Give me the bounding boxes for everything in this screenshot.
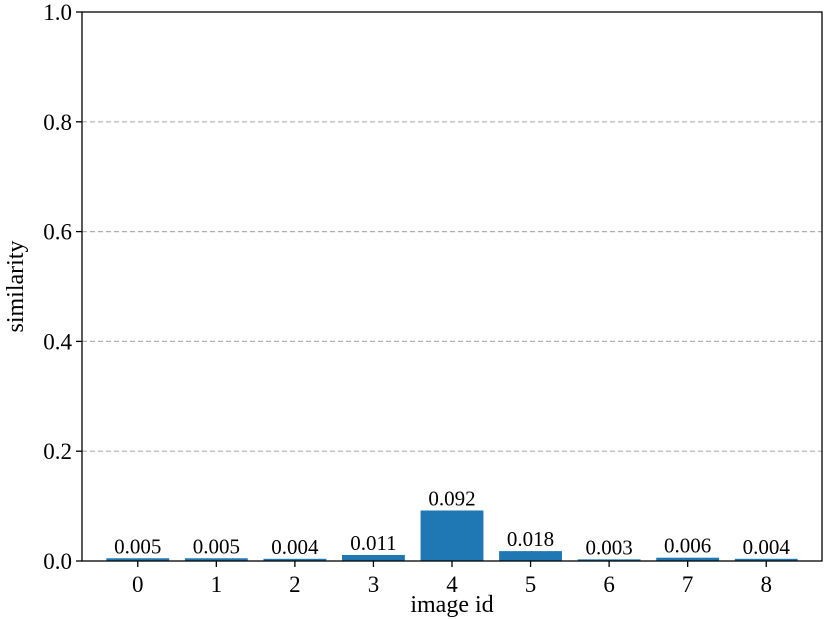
y-tick-label: 0.2 [43, 439, 72, 464]
x-tick-label: 8 [760, 572, 772, 597]
y-tick-label: 0.8 [43, 110, 72, 135]
bar-4 [420, 510, 484, 561]
bar-value-labels: 0.005 0.005 0.004 0.011 0.092 0.018 0.003 0.006… [114, 486, 790, 559]
bar-value-label: 0.005 [193, 534, 240, 558]
bar-6 [577, 559, 641, 561]
x-tick-label: 2 [289, 572, 301, 597]
y-axis-ticks: 0.0 0.2 0.4 0.6 0.8 1.0 [43, 0, 82, 574]
bar-value-label: 0.004 [271, 535, 319, 559]
bar-value-label: 0.003 [585, 535, 632, 559]
y-tick-label: 1.0 [43, 0, 72, 25]
bars [106, 510, 798, 561]
x-tick-label: 7 [682, 572, 694, 597]
plot-frame [81, 11, 823, 562]
y-tick-label: 0.4 [43, 329, 72, 354]
x-tick-label: 0 [132, 572, 144, 597]
bar-2 [263, 558, 327, 561]
bar-value-label: 0.006 [664, 534, 711, 558]
bar-value-label: 0.004 [743, 535, 791, 559]
x-tick-label: 1 [211, 572, 223, 597]
bar-5 [499, 551, 562, 561]
y-tick-label: 0.0 [43, 549, 72, 574]
x-tick-label: 3 [368, 572, 380, 597]
x-axis-label: image id [410, 592, 493, 618]
bar-0 [106, 558, 170, 561]
bar-8 [734, 558, 798, 561]
x-tick-label: 4 [446, 572, 458, 597]
bar-7 [656, 557, 720, 561]
x-axis-ticks: 0 1 2 3 4 5 6 7 8 [132, 561, 772, 597]
y-tick-label: 0.6 [43, 220, 72, 245]
bar-3 [342, 554, 405, 561]
bar-value-label: 0.092 [428, 486, 475, 510]
grid-lines [82, 121, 822, 452]
x-tick-label: 6 [603, 572, 615, 597]
x-tick-label: 5 [525, 572, 537, 597]
bar-1 [184, 558, 248, 561]
bar-value-label: 0.011 [350, 531, 396, 555]
bar-value-label: 0.018 [507, 527, 554, 551]
y-axis-label: similarity [3, 241, 29, 333]
bar-value-label: 0.005 [114, 534, 161, 558]
